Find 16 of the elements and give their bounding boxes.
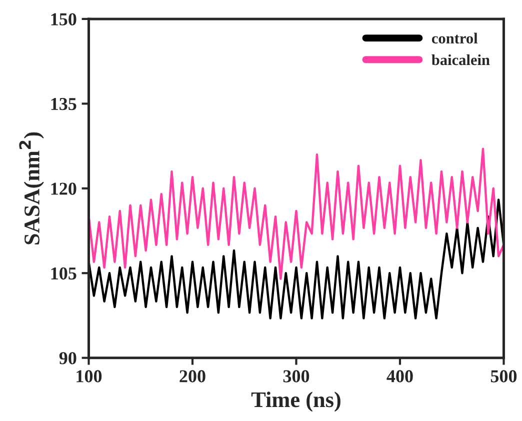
y-tick-label: 150 <box>51 13 76 26</box>
y-tick-label: 120 <box>51 182 76 195</box>
line-series <box>88 198 504 320</box>
y-tick-label: 90 <box>59 352 76 364</box>
y-axis-title: SASA(nm$^{2}$) <box>19 132 44 244</box>
x-tick-label: 400 <box>386 370 413 382</box>
x-tick-label: 200 <box>180 370 206 382</box>
line-series <box>88 148 504 280</box>
x-axis-title: Time (ns) <box>251 392 340 412</box>
x-tick-label: 300 <box>283 370 310 382</box>
legend-label: control <box>432 32 478 44</box>
x-tick-label: 500 <box>490 370 517 382</box>
x-tick-label: 100 <box>76 370 102 382</box>
y-tick-label: 105 <box>51 267 76 280</box>
legend-label: baicalein <box>432 54 490 66</box>
y-tick-label: 135 <box>51 98 76 110</box>
